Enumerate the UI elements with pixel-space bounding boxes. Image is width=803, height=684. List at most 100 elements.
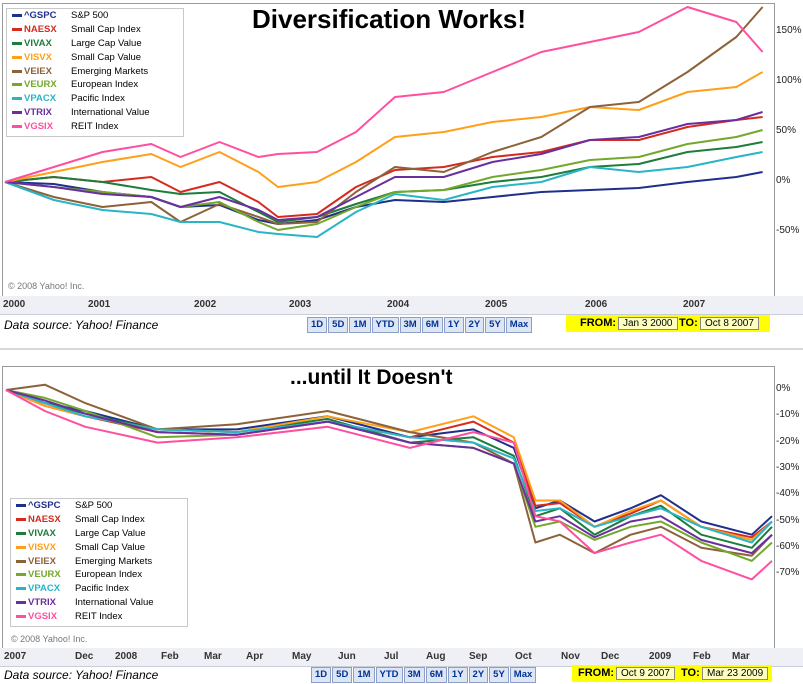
y-tick-label: -50% xyxy=(776,514,800,526)
x-tick-label: Mar xyxy=(732,651,750,662)
legend-swatch xyxy=(16,573,26,577)
series-line-vtrix xyxy=(5,389,773,555)
legend-swatch xyxy=(12,55,22,59)
range-button[interactable]: 1Y xyxy=(443,317,464,333)
legend-label: S&P 500 xyxy=(75,500,113,511)
to-date-bottom[interactable]: Mar 23 2009 xyxy=(702,667,769,680)
legend-swatch xyxy=(16,615,26,619)
x-tick-label: 2001 xyxy=(88,299,111,310)
legend-label: Emerging Markets xyxy=(71,65,149,77)
x-tick-label: 2009 xyxy=(649,651,672,662)
range-button[interactable]: 5Y xyxy=(489,667,509,683)
data-source-bottom: Data source: Yahoo! Finance xyxy=(4,668,159,682)
legend-label: Small Cap Value xyxy=(75,541,146,553)
legend-item: VTRIX International Value xyxy=(7,106,183,120)
legend-swatch xyxy=(16,587,26,591)
y-tick-label: -70% xyxy=(776,567,800,579)
legend-label: Large Cap Value xyxy=(75,527,146,539)
series-line-naesx xyxy=(4,116,763,218)
range-button[interactable]: Max xyxy=(505,317,533,333)
range-buttons-top: 1D 5D 1M YTD 3M 6M 1Y 2Y 5Y Max xyxy=(307,317,533,333)
chart-panel-top: Diversification Works! 150% 100% 50% 0% -50%… xyxy=(0,3,803,333)
legend-item: VIVAX Large Cap Value xyxy=(11,527,187,541)
y-tick-label: -60% xyxy=(776,540,800,552)
x-axis-top: 2000 2001 2002 2003 2004 2005 2006 2007 xyxy=(0,296,803,315)
from-label-bottom: FROM: xyxy=(578,667,615,679)
legend-item: VGSIX REIT Index xyxy=(7,120,183,134)
date-range-bottom: FROM: Oct 9 2007 TO: Mar 23 2009 xyxy=(572,665,772,682)
legend-ticker: VEURX xyxy=(24,79,57,91)
legend-swatch xyxy=(16,545,26,549)
to-date-top[interactable]: Oct 8 2007 xyxy=(700,317,759,330)
legend-label: Emerging Markets xyxy=(75,555,153,567)
range-button[interactable]: 6M xyxy=(421,317,443,333)
legend-item: VTRIX International Value xyxy=(11,596,187,610)
x-tick-label: 2004 xyxy=(387,299,410,310)
range-button[interactable]: 1D xyxy=(311,667,332,683)
legend-ticker: ^GSPC xyxy=(28,500,61,511)
legend-item: VEURX European Index xyxy=(11,568,187,582)
legend-ticker: ^GSPC xyxy=(24,10,57,21)
range-button[interactable]: 3M xyxy=(403,667,425,683)
legend-ticker: VEIEX xyxy=(24,65,52,77)
x-tick-label: Dec xyxy=(75,651,94,662)
legend-item: VIVAX Large Cap Value xyxy=(7,37,183,51)
legend-ticker: VIVAX xyxy=(28,527,56,539)
legend-label: International Value xyxy=(71,107,150,119)
series-line-veiex xyxy=(4,6,764,225)
legend-swatch xyxy=(12,111,22,115)
legend-ticker: VGSIX xyxy=(28,611,58,623)
range-button[interactable]: 5D xyxy=(332,667,353,683)
range-button[interactable]: 5D xyxy=(328,317,349,333)
legend-label: Pacific Index xyxy=(75,583,129,595)
y-tick-label: -20% xyxy=(776,435,800,447)
from-date-top[interactable]: Jan 3 2000 xyxy=(618,317,678,330)
series-line-vgsix xyxy=(5,389,773,581)
to-label-bottom: TO: xyxy=(681,667,700,679)
chart-svg-bottom xyxy=(5,383,773,581)
legend-label: Small Cap Index xyxy=(75,513,145,525)
x-tick-label: 2006 xyxy=(585,299,608,310)
x-tick-label: Jul xyxy=(384,651,399,662)
legend-item: VPACX Pacific Index xyxy=(7,92,183,106)
series-line-vtrix xyxy=(4,111,763,221)
range-button[interactable]: 2Y xyxy=(468,667,489,683)
range-button[interactable]: 1M xyxy=(349,317,371,333)
legend-label: REIT Index xyxy=(71,121,119,133)
from-date-bottom[interactable]: Oct 9 2007 xyxy=(616,667,675,680)
range-button[interactable]: 1Y xyxy=(447,667,468,683)
legend-swatch xyxy=(12,83,22,87)
x-tick-label: May xyxy=(292,651,312,662)
legend-item: VEIEX Emerging Markets xyxy=(11,555,187,569)
range-button[interactable]: 5Y xyxy=(485,317,505,333)
x-tick-label: Jun xyxy=(338,651,356,662)
x-tick-label: 2002 xyxy=(194,299,217,310)
legend-label: International Value xyxy=(75,597,154,609)
y-tick-label: -40% xyxy=(776,488,800,500)
range-button[interactable]: 2Y xyxy=(464,317,485,333)
range-button[interactable]: 6M xyxy=(425,667,447,683)
legend-swatch xyxy=(12,69,22,73)
chart-svg-top xyxy=(4,6,764,238)
legend-item: ^GSPC S&P 500 xyxy=(7,9,183,23)
y-tick-label: 100% xyxy=(776,75,802,86)
x-tick-label: 2007 xyxy=(683,299,706,310)
x-tick-label: Sep xyxy=(469,651,488,662)
range-button[interactable]: YTD xyxy=(375,667,403,683)
range-button[interactable]: YTD xyxy=(371,317,399,333)
series-line-vivax xyxy=(4,141,763,223)
range-button[interactable]: 3M xyxy=(399,317,421,333)
legend-ticker: VPACX xyxy=(24,93,57,105)
range-button[interactable]: Max xyxy=(509,667,537,683)
legend-swatch xyxy=(16,559,26,563)
legend-label: REIT Index xyxy=(75,611,123,623)
legend-label: Large Cap Value xyxy=(71,37,142,49)
copyright-bottom: © 2008 Yahoo! Inc. xyxy=(11,634,88,644)
x-tick-label: Mar xyxy=(204,651,222,662)
range-button[interactable]: 1M xyxy=(353,667,375,683)
y-tick-label: 0% xyxy=(776,175,791,186)
range-button[interactable]: 1D xyxy=(307,317,328,333)
legend-label: Pacific Index xyxy=(71,93,125,105)
series-line-vgsix xyxy=(4,6,764,183)
legend-label: European Index xyxy=(75,569,143,581)
